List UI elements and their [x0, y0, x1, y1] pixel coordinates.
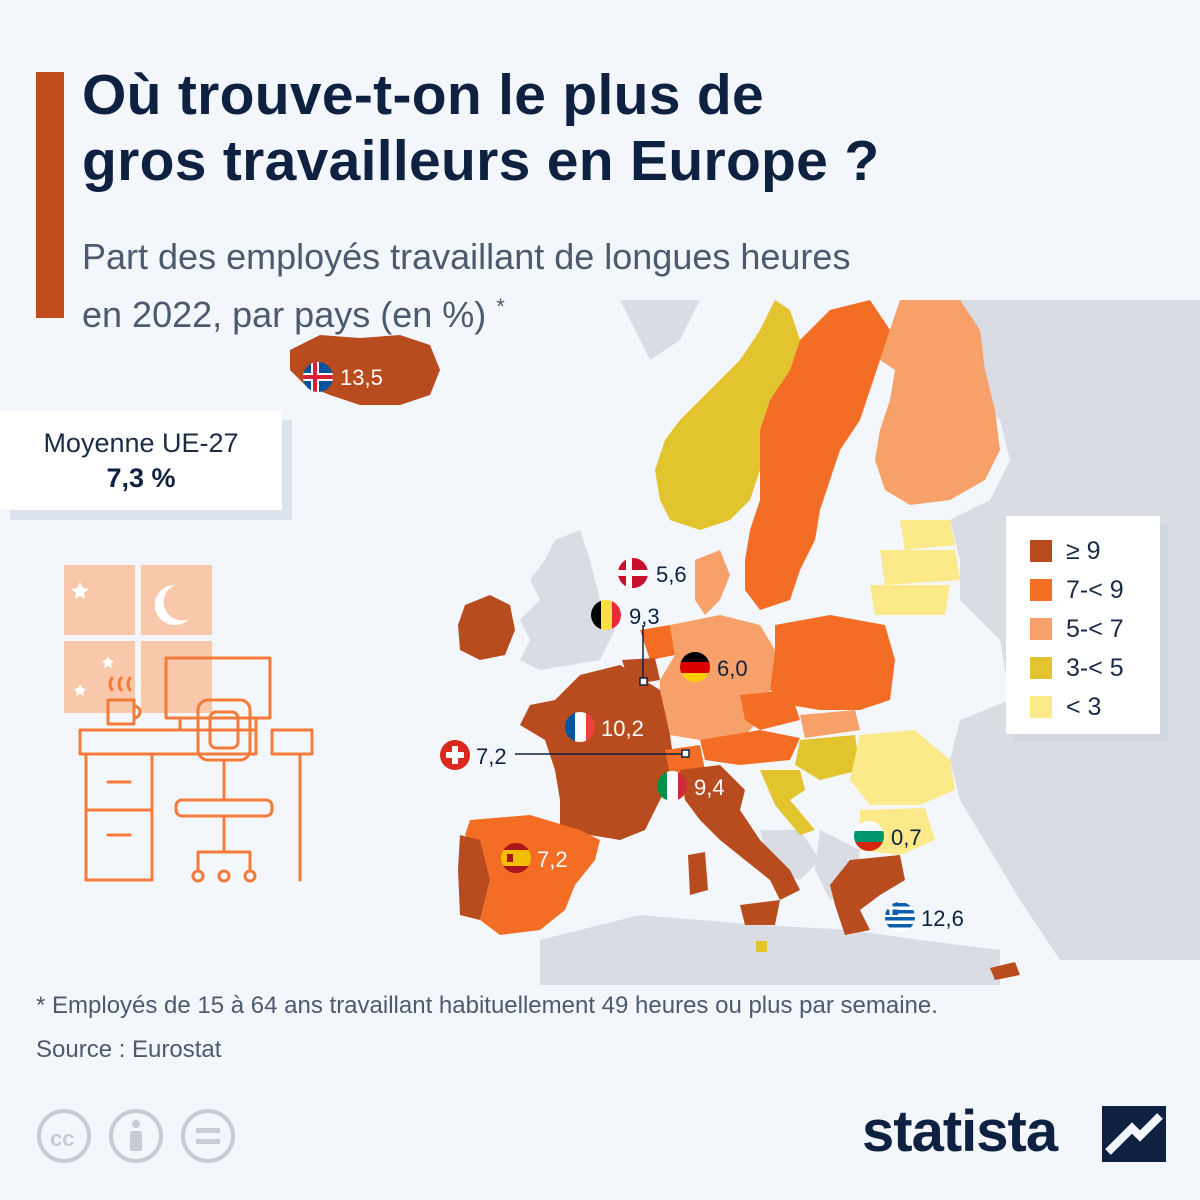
color-legend: ≥ 9 7-< 9 5-< 7 3-< 5 < 3 — [1006, 516, 1160, 734]
belgium-value: 9,3 — [629, 604, 660, 629]
source-note: Source : Eurostat — [36, 1036, 222, 1063]
eu-average-label: Moyenne UE-27 — [43, 428, 239, 458]
country-greece — [830, 855, 905, 935]
country-italy — [680, 765, 800, 900]
greece-flag — [885, 902, 915, 932]
country-netherlands — [640, 625, 675, 660]
bulgaria-value: 0,7 — [891, 825, 922, 850]
country-latvia — [880, 550, 960, 585]
germany-flag — [680, 652, 710, 682]
country-czechia — [740, 690, 800, 730]
attribution-icon — [109, 1109, 163, 1163]
country-ireland — [458, 595, 515, 660]
country-sardinia — [688, 852, 708, 895]
cc-icon — [37, 1109, 91, 1163]
spain-value: 7,2 — [537, 847, 568, 872]
legend-label: 5-< 7 — [1066, 614, 1124, 643]
license-icons: cc — [37, 1109, 235, 1163]
country-romania — [850, 730, 955, 805]
legend-label: ≥ 9 — [1066, 536, 1101, 565]
switzerland-flag — [440, 740, 470, 770]
title-accent-bar — [36, 72, 64, 318]
country-hungary — [795, 735, 860, 780]
country-norway — [655, 300, 800, 530]
country-lithuania — [870, 585, 950, 615]
belgium-leader-marker — [639, 677, 648, 686]
legend-item: < 3 — [1030, 692, 1101, 722]
spain-flag — [501, 843, 531, 873]
country-poland — [770, 615, 895, 710]
country-portugal — [458, 835, 490, 920]
legend-swatch — [1030, 618, 1052, 640]
country-finland — [875, 300, 1000, 505]
italy-value: 9,4 — [694, 775, 725, 800]
france-flag — [565, 712, 595, 742]
greece-value: 12,6 — [921, 906, 964, 931]
noderivs-icon — [181, 1109, 235, 1163]
switzerland-leader-marker — [681, 749, 690, 758]
svg-text:cc: cc — [50, 1126, 74, 1151]
legend-swatch — [1030, 579, 1052, 601]
legend-label: 7-< 9 — [1066, 575, 1124, 604]
italy-flag — [657, 771, 687, 801]
eu-average-value: 7,3 % — [106, 463, 176, 493]
denmark-flag — [618, 558, 648, 588]
country-cyprus — [990, 962, 1020, 980]
country-austria — [700, 730, 800, 765]
legend-swatch — [1030, 696, 1052, 718]
page-title: Où trouve-t-on le plus de gros travailleu… — [82, 63, 880, 193]
country-switzerland — [665, 745, 705, 775]
eu-average-box: Moyenne UE-27 7,3 % — [0, 410, 282, 510]
country-spain — [465, 815, 600, 935]
legend-swatch — [1030, 657, 1052, 679]
legend-label: 3-< 5 — [1066, 653, 1124, 682]
statista-logo-icon — [1102, 1106, 1166, 1162]
legend-item: 5-< 7 — [1030, 614, 1124, 644]
country-malta — [756, 941, 767, 952]
night-work-illustration — [61, 562, 314, 883]
country-sicily — [740, 900, 780, 925]
country-france — [520, 665, 675, 840]
belgium-flag — [591, 600, 621, 630]
switzerland-value: 7,2 — [476, 744, 507, 769]
denmark-value: 5,6 — [656, 562, 687, 587]
country-sweden — [745, 300, 890, 610]
germany-value: 6,0 — [717, 656, 748, 681]
bulgaria-flag — [854, 821, 884, 851]
footnote: * Employés de 15 à 64 ans travaillant ha… — [36, 992, 938, 1019]
country-estonia — [900, 520, 955, 550]
statista-logo[interactable]: statista — [862, 1098, 1172, 1168]
statista-logo-text: statista — [862, 1099, 1058, 1164]
legend-item: 7-< 9 — [1030, 575, 1124, 605]
france-value: 10,2 — [601, 716, 644, 741]
legend-item: ≥ 9 — [1030, 536, 1101, 566]
country-denmark — [695, 550, 730, 615]
legend-label: < 3 — [1066, 692, 1102, 721]
page-subtitle: Part des employés travaillant de longues… — [82, 236, 851, 335]
iceland-value: 13,5 — [340, 365, 383, 390]
country-croatia — [760, 770, 815, 835]
country-slovakia — [800, 710, 860, 738]
legend-item: 3-< 5 — [1030, 653, 1124, 683]
legend-swatch — [1030, 540, 1052, 562]
iceland-flag — [303, 362, 333, 392]
